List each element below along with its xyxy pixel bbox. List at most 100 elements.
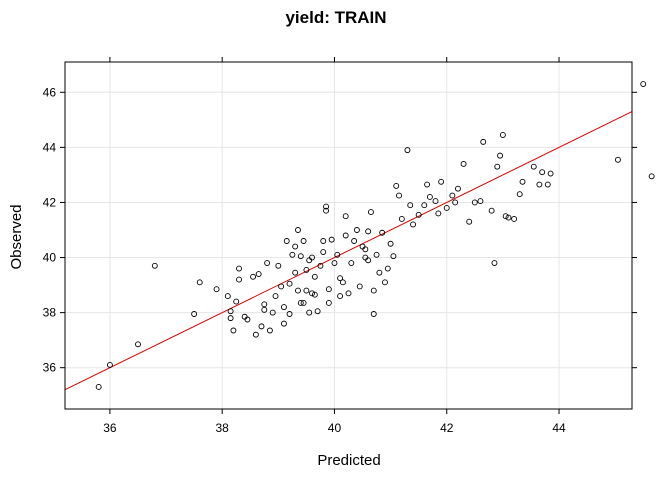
data-point — [252, 331, 259, 338]
data-point — [303, 266, 310, 273]
data-point — [348, 260, 355, 266]
data-point — [314, 308, 321, 315]
data-point — [323, 203, 329, 210]
data-point — [455, 185, 461, 192]
data-point — [393, 182, 400, 189]
data-point — [502, 213, 509, 220]
data-point — [236, 265, 242, 272]
data-point — [494, 163, 501, 170]
data-point — [230, 327, 237, 334]
data-point — [227, 315, 234, 322]
data-point — [342, 213, 349, 220]
data-point — [337, 275, 344, 282]
data-point — [376, 269, 383, 276]
data-point — [488, 207, 495, 214]
chart-title: yield: TRAIN — [285, 8, 386, 27]
y-tick-label: 40 — [43, 251, 57, 265]
data-points — [95, 81, 655, 390]
data-point — [325, 286, 332, 293]
reference-line — [64, 111, 633, 391]
data-point — [224, 293, 231, 300]
data-point — [516, 191, 523, 198]
data-point — [421, 202, 428, 209]
data-point — [289, 251, 296, 258]
data-point — [213, 286, 220, 293]
data-point — [295, 227, 301, 233]
data-point — [530, 163, 537, 170]
data-point — [342, 232, 349, 239]
data-point — [497, 152, 504, 159]
data-point — [432, 198, 439, 205]
data-point — [424, 181, 431, 188]
y-tick-label: 36 — [43, 361, 57, 375]
data-point — [480, 138, 487, 145]
data-point — [106, 361, 113, 368]
data-point — [410, 221, 417, 228]
data-point — [286, 280, 293, 287]
y-tick-label: 42 — [43, 195, 57, 209]
data-point — [272, 293, 279, 300]
data-point — [443, 205, 450, 211]
y-tick-label: 44 — [43, 140, 57, 154]
data-point — [415, 211, 422, 218]
data-point — [499, 132, 506, 138]
data-point — [135, 341, 141, 348]
data-point — [151, 262, 158, 269]
data-point — [295, 287, 301, 294]
data-point — [398, 216, 405, 222]
data-point — [382, 279, 388, 286]
data-point — [303, 287, 310, 294]
data-point — [365, 257, 372, 264]
data-point — [300, 238, 307, 244]
data-point — [320, 238, 327, 244]
data-point — [309, 290, 315, 297]
data-point — [236, 276, 242, 283]
data-point — [426, 193, 433, 200]
grid — [65, 62, 632, 409]
data-point — [547, 170, 554, 177]
plot-frame — [64, 61, 633, 410]
data-point — [297, 253, 304, 260]
data-point — [286, 311, 293, 317]
x-tick-label: 36 — [103, 421, 117, 435]
data-point — [269, 309, 276, 316]
data-point — [356, 283, 363, 290]
y-tick-label: 46 — [43, 85, 57, 99]
data-point — [536, 181, 543, 188]
data-point — [491, 260, 498, 266]
data-point — [244, 316, 251, 323]
data-point — [648, 173, 655, 180]
x-axis-ticks: 36 38 40 42 44 — [103, 57, 566, 435]
data-point — [331, 260, 338, 266]
reference-line-group — [64, 111, 633, 391]
data-point — [404, 147, 411, 154]
x-tick-label: 42 — [440, 421, 454, 435]
data-point — [250, 273, 257, 280]
data-point — [471, 199, 478, 206]
data-point — [278, 283, 285, 290]
data-point — [373, 251, 380, 258]
data-point — [311, 273, 318, 280]
data-point — [460, 160, 467, 167]
data-point — [309, 254, 315, 261]
data-point — [452, 199, 459, 206]
data-point — [438, 178, 445, 185]
data-point — [275, 262, 282, 269]
data-point — [196, 279, 203, 286]
data-point — [323, 207, 329, 214]
x-tick-label: 38 — [216, 421, 230, 435]
data-point — [353, 227, 360, 233]
data-point — [317, 262, 324, 269]
data-point — [280, 320, 287, 327]
data-point — [390, 253, 397, 260]
data-point — [300, 300, 307, 306]
data-point — [435, 210, 442, 217]
data-point — [519, 178, 526, 185]
data-point — [370, 287, 377, 294]
data-point — [283, 238, 290, 244]
data-point — [351, 238, 358, 244]
x-axis-label: Predicted — [317, 452, 380, 469]
data-point — [337, 293, 344, 300]
data-point — [365, 228, 372, 235]
